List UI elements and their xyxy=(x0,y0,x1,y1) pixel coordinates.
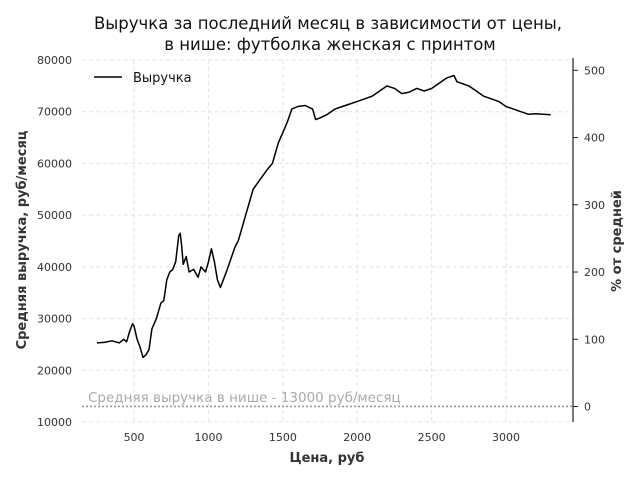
y-tick-label: 40000 xyxy=(37,261,72,274)
legend: Выручка xyxy=(94,71,192,86)
x-tick-label: 1500 xyxy=(269,431,297,444)
y-tick-label: 50000 xyxy=(37,209,72,222)
chart-title-line-2: в нише: футболка женская с принтом xyxy=(164,35,496,54)
x-axis-ticks: 500 1000 1500 2000 2500 3000 xyxy=(124,431,520,444)
series-line-0 xyxy=(96,74,551,359)
right-tick-label: 200 xyxy=(584,266,605,279)
y-axis-label: Средняя выручка, руб/месяц xyxy=(15,130,30,349)
y-tick-label: 20000 xyxy=(37,364,72,377)
chart-title-line-1: Выручка за последний месяц в зависимости… xyxy=(94,14,562,33)
y-tick-label: 80000 xyxy=(37,54,72,67)
x-tick-label: 2000 xyxy=(343,431,371,444)
x-tick-label: 2500 xyxy=(418,431,446,444)
y-tick-label: 70000 xyxy=(37,106,72,119)
x-tick-label: 500 xyxy=(124,431,145,444)
y-tick-label: 60000 xyxy=(37,157,72,170)
x-axis-label: Цена, руб xyxy=(290,451,365,466)
right-tick-label: 0 xyxy=(584,400,591,413)
right-tick-label: 500 xyxy=(584,64,605,77)
x-tick-label: 1000 xyxy=(194,431,222,444)
right-tick-label: 300 xyxy=(584,199,605,212)
right-axis-ticks: 0 100 200 300 400 500 xyxy=(573,64,605,413)
right-tick-label: 100 xyxy=(584,333,605,346)
reference-line-label: Средняя выручка в нише - 13000 руб/месяц xyxy=(88,390,401,406)
legend-label: Выручка xyxy=(133,71,192,86)
right-axis-label: % от средней xyxy=(610,190,625,292)
y-tick-label: 30000 xyxy=(37,313,72,326)
x-tick-label: 3000 xyxy=(492,431,520,444)
y-axis-ticks: 10000 20000 30000 40000 50000 60000 70000 80000 xyxy=(37,54,72,429)
y-tick-label: 10000 xyxy=(37,416,72,429)
right-tick-label: 400 xyxy=(584,132,605,145)
grid xyxy=(82,59,573,423)
series-group xyxy=(96,74,551,359)
